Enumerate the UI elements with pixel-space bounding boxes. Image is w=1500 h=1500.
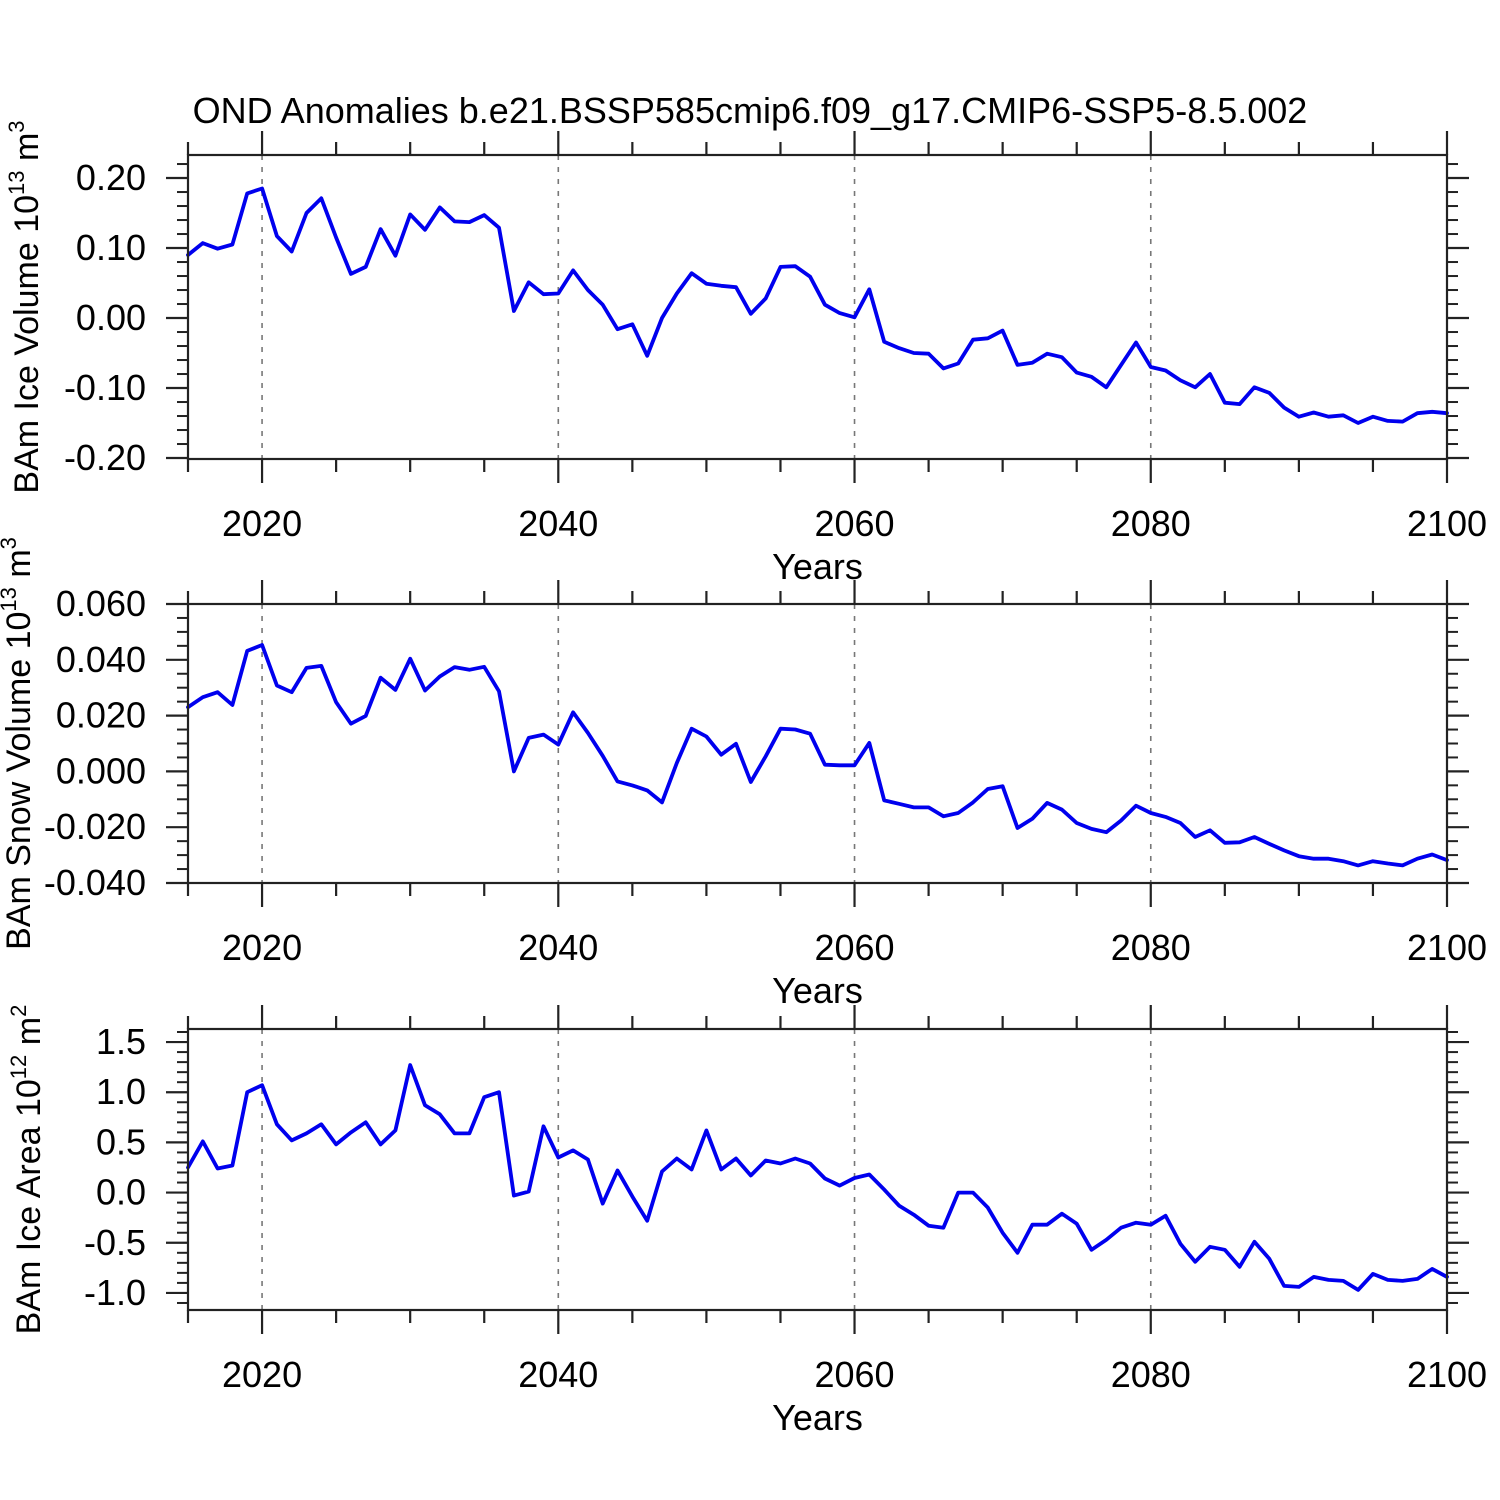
x-axis-title: Years: [772, 1397, 863, 1438]
y-title-text: m: [8, 133, 46, 171]
y-title-text: m: [0, 549, 38, 587]
x-tick-label: 2080: [1111, 1354, 1191, 1395]
y-tick-label: -0.10: [64, 367, 146, 408]
x-tick-label: 2100: [1407, 503, 1487, 544]
y-title-superscript: 13: [4, 170, 29, 194]
x-axis-title: Years: [772, 970, 863, 1011]
y-tick-label: 0.5: [96, 1121, 146, 1162]
x-tick-label: 2100: [1407, 927, 1487, 968]
y-tick-label: -0.5: [84, 1222, 146, 1263]
x-tick-label: 2020: [222, 1354, 302, 1395]
x-tick-label: 2080: [1111, 927, 1191, 968]
x-tick-label: 2060: [814, 1354, 894, 1395]
x-tick-label: 2040: [518, 927, 598, 968]
y-title-superscript: 13: [0, 587, 21, 611]
y-tick-label: 0.060: [56, 583, 146, 624]
y-tick-label: 0.20: [76, 157, 146, 198]
plot-frame: [186, 153, 1449, 461]
y-tick-label: 0.040: [56, 639, 146, 680]
x-tick-label: 2060: [814, 503, 894, 544]
panel-snow-volume: 0.060 0.040 0.020 0.000 -0.020 -0.040 2020 2040…: [0, 537, 1487, 1011]
y-title-text: BAm Snow Volume 10: [0, 612, 38, 950]
y-tick-label: 0.10: [76, 227, 146, 268]
y-title-superscript: 3: [0, 537, 21, 549]
y-tick-label: -0.20: [64, 437, 146, 478]
y-title-superscript: 3: [4, 120, 29, 132]
x-axis-title: Years: [772, 546, 863, 587]
x-tick-label: 2020: [222, 503, 302, 544]
x-tick-label: 2040: [518, 1354, 598, 1395]
panel-ice-area: 1.5 1.0 0.5 0.0 -0.5 -1.0 2020 2040 2060 2080 2100…: [6, 1005, 1487, 1438]
x-tick-label: 2060: [814, 927, 894, 968]
panel-ice-volume: 0.20 0.10 0.00 -0.10 -0.20 2020 2040 2060 2080 21…: [4, 120, 1487, 587]
y-title-text: BAm Ice Volume 10: [8, 195, 46, 494]
y-title-text: BAm Ice Area 10: [10, 1079, 48, 1334]
y-title-text: m: [10, 1017, 48, 1055]
series-ice-volume: [186, 186, 1449, 425]
y-axis-title: BAm Ice Volume 1013 m3: [4, 120, 46, 493]
x-tick-label: 2020: [222, 927, 302, 968]
y-tick-label: 0.000: [56, 750, 146, 791]
chart-title: OND Anomalies b.e21.BSSP585cmip6.f09_g17…: [192, 90, 1308, 131]
series-ice-area: [186, 1063, 1449, 1292]
y-tick-label: 0.020: [56, 695, 146, 736]
y-title-superscript: 2: [6, 1005, 31, 1017]
y-axis-title: BAm Ice Area 1012 m2: [6, 1005, 48, 1335]
y-tick-label: 1.0: [96, 1071, 146, 1112]
x-tick-label: 2080: [1111, 503, 1191, 544]
y-title-superscript: 12: [6, 1055, 31, 1079]
x-tick-label: 2040: [518, 503, 598, 544]
plot-frame: [186, 602, 1449, 885]
x-tick-label: 2100: [1407, 1354, 1487, 1395]
plot-frame: [186, 1027, 1449, 1312]
y-axis-title: BAm Snow Volume 1013 m3: [0, 537, 38, 950]
y-tick-label: -0.020: [44, 806, 146, 847]
y-tick-label: 1.5: [96, 1021, 146, 1062]
series-snow-volume: [186, 643, 1449, 868]
y-tick-label: -1.0: [84, 1272, 146, 1313]
y-tick-label: -0.040: [44, 862, 146, 903]
y-tick-label: 0.00: [76, 297, 146, 338]
y-tick-label: 0.0: [96, 1172, 146, 1213]
